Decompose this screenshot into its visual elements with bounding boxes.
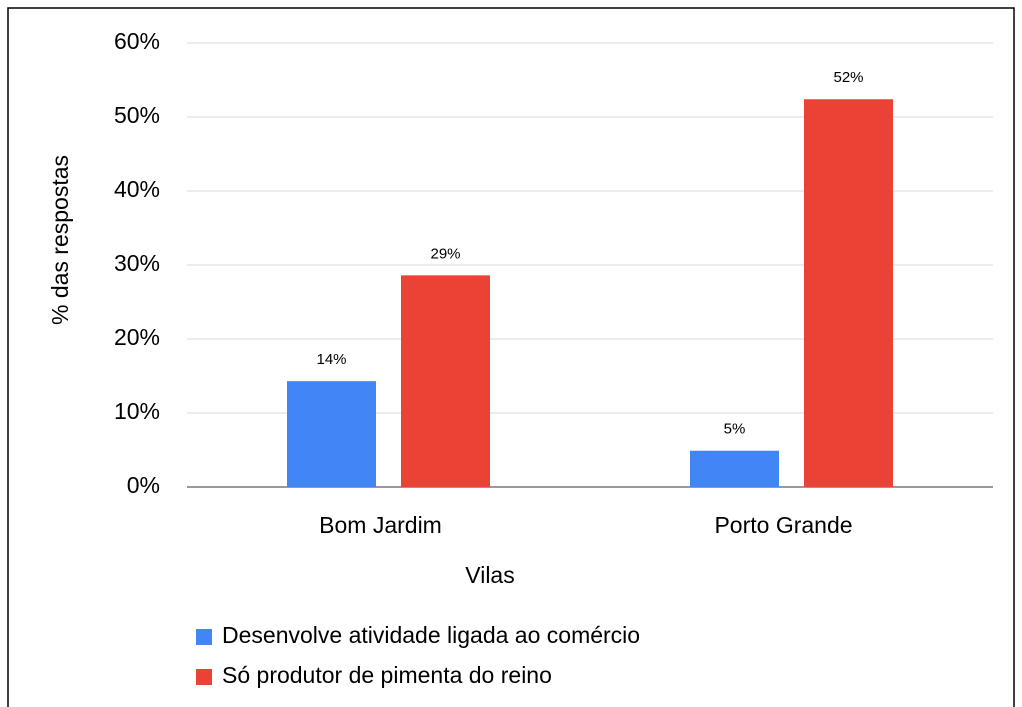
y-tick-label: 40% (114, 176, 160, 202)
y-tick-label: 20% (114, 324, 160, 350)
data-label: 29% (430, 245, 460, 262)
y-tick-label: 60% (114, 28, 160, 54)
legend-label: Só produtor de pimenta do reino (222, 662, 552, 688)
x-axis-label: Vilas (465, 562, 514, 588)
bar (804, 99, 893, 488)
bar (401, 275, 490, 487)
legend-swatch (196, 669, 212, 685)
x-tick-label: Porto Grande (714, 512, 852, 538)
y-tick-label: 10% (114, 398, 160, 424)
legend-swatch (196, 629, 212, 645)
data-label: 52% (833, 69, 863, 86)
bar (690, 450, 779, 487)
bar (287, 381, 376, 487)
y-tick-label: 30% (114, 250, 160, 276)
y-tick-label: 50% (114, 102, 160, 128)
data-label: 5% (724, 421, 746, 438)
x-tick-label: Bom Jardim (319, 512, 442, 538)
data-label: 14% (316, 351, 346, 368)
y-tick-label: 0% (127, 472, 160, 498)
y-axis-label: % das respostas (47, 155, 73, 325)
legend-label: Desenvolve atividade ligada ao comércio (222, 622, 640, 648)
